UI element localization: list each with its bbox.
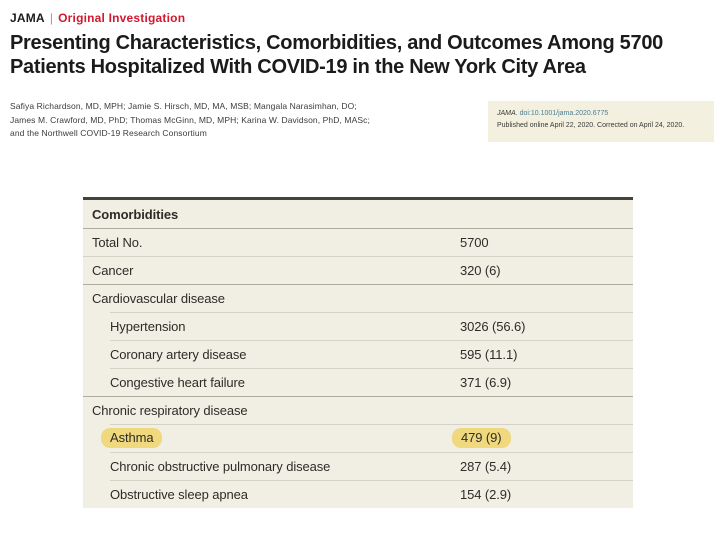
author-line: Safiya Richardson, MD, MPH; Jamie S. Hir…: [10, 101, 357, 111]
journal-logo: JAMA: [10, 11, 45, 25]
article-type-label: Original Investigation: [58, 11, 186, 25]
row-value: 154 (2.9): [460, 486, 512, 502]
author-line: and the Northwell COVID-19 Research Cons…: [10, 128, 207, 139]
table-header-row: Comorbidities: [83, 200, 633, 228]
row-value: 287 (5.4): [460, 458, 512, 474]
table-row: Hypertension 3026 (56.6): [83, 312, 633, 340]
section-label: Cardiovascular disease: [92, 290, 225, 306]
table-row: Total No. 5700: [83, 228, 633, 256]
citation-box: JAMA. doi:10.1001/jama.2020.6775 Publish…: [488, 101, 714, 142]
table-header-label: Comorbidities: [92, 206, 179, 222]
article-title-line-2: Patients Hospitalized With COVID-19 in t…: [10, 56, 586, 79]
citation-published-line: Published online April 22, 2020. Correct…: [497, 122, 685, 130]
article-title: Presenting Characteristics, Comorbiditie…: [10, 31, 670, 80]
citation-doi-line: JAMA. doi:10.1001/jama.2020.6775: [497, 108, 705, 120]
row-value: 5700: [460, 234, 489, 250]
row-value: 595 (11.1): [460, 346, 518, 362]
row-label: Cancer: [92, 262, 134, 278]
table-row: Coronary artery disease 595 (11.1): [83, 340, 633, 368]
article-title-line-1: Presenting Characteristics, Comorbiditie…: [10, 32, 663, 54]
section-label: Chronic respiratory disease: [92, 402, 248, 418]
masthead-divider: |: [49, 11, 54, 25]
row-label: Congestive heart failure: [110, 374, 245, 390]
row-label: Chronic obstructive pulmonary disease: [110, 458, 331, 474]
row-label-highlighted: Asthma: [101, 428, 163, 448]
row-value: 371 (6.9): [460, 374, 512, 390]
row-label: Total No.: [92, 234, 143, 250]
table-section-row: Cardiovascular disease: [83, 284, 633, 312]
row-value: 3026 (56.6): [460, 318, 526, 334]
row-value: 320 (6): [460, 262, 501, 278]
row-label: Coronary artery disease: [110, 346, 247, 362]
table-row: Chronic obstructive pulmonary disease 28…: [83, 452, 633, 480]
row-label: Obstructive sleep apnea: [110, 486, 248, 502]
doi-link[interactable]: doi:10.1001/jama.2020.6775: [519, 110, 609, 117]
author-line: James M. Crawford, MD, PhD; Thomas McGin…: [10, 114, 370, 125]
table-row: Cancer 320 (6): [83, 256, 633, 284]
table-row: Obstructive sleep apnea 154 (2.9): [83, 480, 633, 508]
citation-journal-label: JAMA.: [497, 110, 518, 117]
row-value-highlighted: 479 (9): [452, 428, 511, 448]
author-list: Safiya Richardson, MD, MPH; Jamie S. Hir…: [10, 100, 450, 141]
comorbidities-table: Comorbidities Total No. 5700 Cancer 320 …: [83, 197, 633, 508]
table-section-row: Chronic respiratory disease: [83, 396, 633, 424]
table-row-asthma-highlighted: Asthma 479 (9): [83, 424, 633, 452]
journal-masthead: JAMA | Original Investigation: [10, 11, 185, 25]
table-row: Congestive heart failure 371 (6.9): [83, 368, 633, 396]
row-label: Hypertension: [110, 318, 186, 334]
